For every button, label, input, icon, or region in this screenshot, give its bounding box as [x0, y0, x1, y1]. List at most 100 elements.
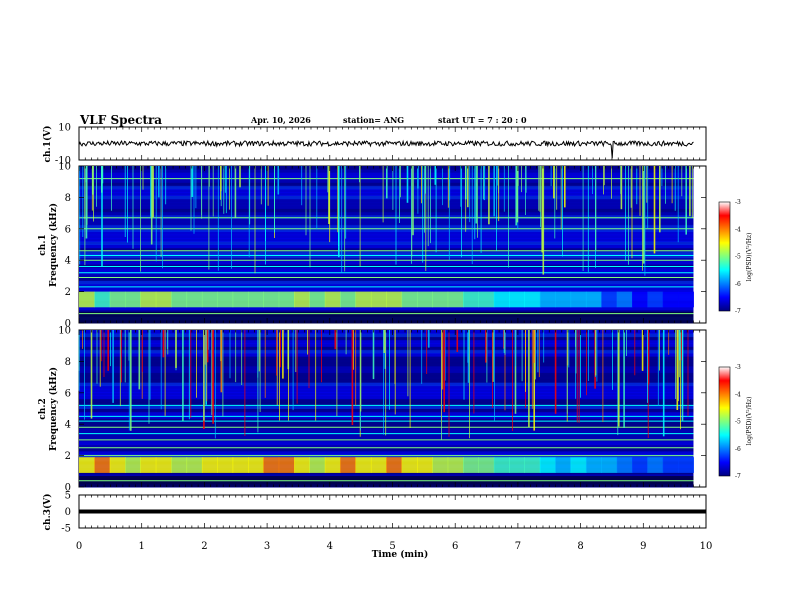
spectrogram-low-strip	[79, 476, 694, 487]
spectrogram-row	[79, 251, 694, 255]
x-tick-label: 7	[515, 541, 521, 552]
x-tick-label: 4	[327, 541, 333, 552]
colorbar-tick-label: -4	[735, 391, 741, 398]
spectrogram-row	[79, 441, 694, 445]
spectrogram-row	[79, 273, 694, 278]
spectrogram-band-segment	[79, 291, 95, 308]
y-tick-label: 0	[65, 507, 71, 518]
spectrogram-row	[79, 205, 694, 209]
ch2-colorbar-label: log(PSD)(V²/Hz)	[746, 397, 753, 446]
y-tick-label: 0	[65, 319, 71, 330]
x-tick-label: 8	[577, 541, 583, 552]
spectrogram-row	[79, 221, 694, 226]
spectrogram-band-segment	[447, 457, 464, 473]
spectrogram-band-segment	[570, 291, 587, 308]
spectrogram-band-segment	[140, 291, 157, 308]
spectrogram-band-segment	[678, 291, 694, 308]
spectrogram-row	[79, 398, 694, 403]
spectrogram-row	[79, 359, 694, 364]
spectrogram-band-segment	[539, 291, 556, 308]
spectrogram-row	[79, 408, 694, 413]
y-tick-label: 2	[65, 451, 71, 462]
spectrogram-band-segment	[555, 457, 572, 473]
spectrogram-band-segment	[155, 291, 172, 308]
y-tick-label: -10	[55, 156, 71, 167]
spectrogram-row	[79, 473, 694, 478]
header-start-ut: start UT = 7 : 20 : 0	[438, 115, 527, 125]
y-tick-label: 4	[65, 420, 71, 431]
spectrogram-band-segment	[355, 457, 372, 473]
spectrogram-band-segment	[263, 457, 280, 473]
spectrogram-band-segment	[432, 291, 449, 308]
y-tick-label: 10	[58, 326, 71, 337]
spectrogram-row	[79, 392, 694, 396]
colorbar-tick-label: -5	[735, 254, 741, 261]
ch1-colorbar-gradient	[718, 201, 731, 312]
spectrogram-row	[79, 283, 694, 288]
spectrogram-band-segment	[632, 457, 648, 473]
spectrogram-row	[79, 241, 694, 245]
x-tick-label: 0	[76, 541, 82, 552]
spectrogram-row	[79, 428, 694, 432]
y-tick-label: 5	[65, 491, 71, 502]
spectrogram-row	[79, 352, 694, 357]
spectrogram-row	[79, 411, 694, 416]
spectrogram-row	[79, 343, 694, 347]
spectrogram-band-segment	[171, 291, 188, 308]
spectrogram-row	[79, 346, 694, 351]
colorbar-tick-label: -6	[735, 281, 741, 288]
spectrogram-band-segment	[125, 291, 141, 308]
spectrogram-row	[79, 382, 694, 387]
spectrogram-row	[79, 244, 694, 249]
spectrogram-band-segment	[370, 457, 387, 473]
spectrogram-row	[79, 247, 694, 252]
spectrogram-band-segment	[94, 291, 111, 308]
spectrogram-band-segment	[155, 457, 172, 473]
spectrogram-band-segment	[493, 291, 510, 308]
spectrogram-band-segment	[248, 291, 264, 308]
chart-title: VLF Spectra	[80, 113, 163, 127]
spectrogram-band-segment	[478, 291, 495, 308]
spectrogram-row	[79, 362, 694, 367]
spectrogram-band-segment	[109, 291, 126, 308]
spectrogram-band-segment	[401, 457, 418, 473]
colorbar-tick-label: -6	[735, 446, 741, 453]
spectrogram-band-segment	[263, 291, 280, 308]
x-tick-label: 1	[139, 541, 145, 552]
spectrogram-row	[79, 215, 694, 219]
ch1-waveform-line	[78, 139, 694, 159]
y-tick-label: -5	[61, 524, 71, 535]
spectrogram-band-segment	[539, 457, 556, 473]
spectrogram-band-segment	[386, 291, 403, 308]
y-tick-label: 6	[65, 388, 71, 399]
ch1-colorbar: log(PSD)(V²/Hz)	[718, 201, 753, 312]
spectrogram-band-segment	[524, 457, 541, 473]
spectrogram-band-segment	[386, 457, 403, 473]
spectrogram-band-segment	[555, 291, 572, 308]
spectrogram-band-segment	[678, 457, 694, 473]
spectrogram-band-segment	[662, 291, 679, 308]
spectrogram-band-segment	[186, 457, 203, 473]
colorbar-tick-label: -7	[735, 473, 741, 480]
x-tick-label: 2	[201, 541, 207, 552]
spectrogram-row	[79, 267, 694, 272]
colorbar-tick-label: -4	[735, 226, 741, 233]
spectrogram-band-segment	[493, 457, 510, 473]
ch1-spec-ylabel-top: ch.1	[38, 234, 48, 255]
x-tick-label: 3	[264, 541, 270, 552]
spectrogram-band-segment	[509, 291, 525, 308]
ch2-spec-ylabel-top: ch.2	[38, 398, 48, 419]
spectrogram-row	[79, 369, 694, 374]
spectrogram-band-segment	[417, 291, 433, 308]
spectrogram-row	[79, 434, 694, 439]
spectrogram-row	[79, 309, 694, 314]
colorbar-tick-label: -3	[735, 199, 741, 206]
spectrogram-band-segment	[309, 457, 326, 473]
spectrogram-band-segment	[509, 457, 525, 473]
ch3-ylabel: ch.3(V)	[42, 494, 53, 531]
spectrogram-band-segment	[294, 457, 310, 473]
spectrogram-row	[79, 388, 694, 393]
spectrogram-band-segment	[201, 291, 218, 308]
spectrogram-row	[79, 366, 694, 370]
